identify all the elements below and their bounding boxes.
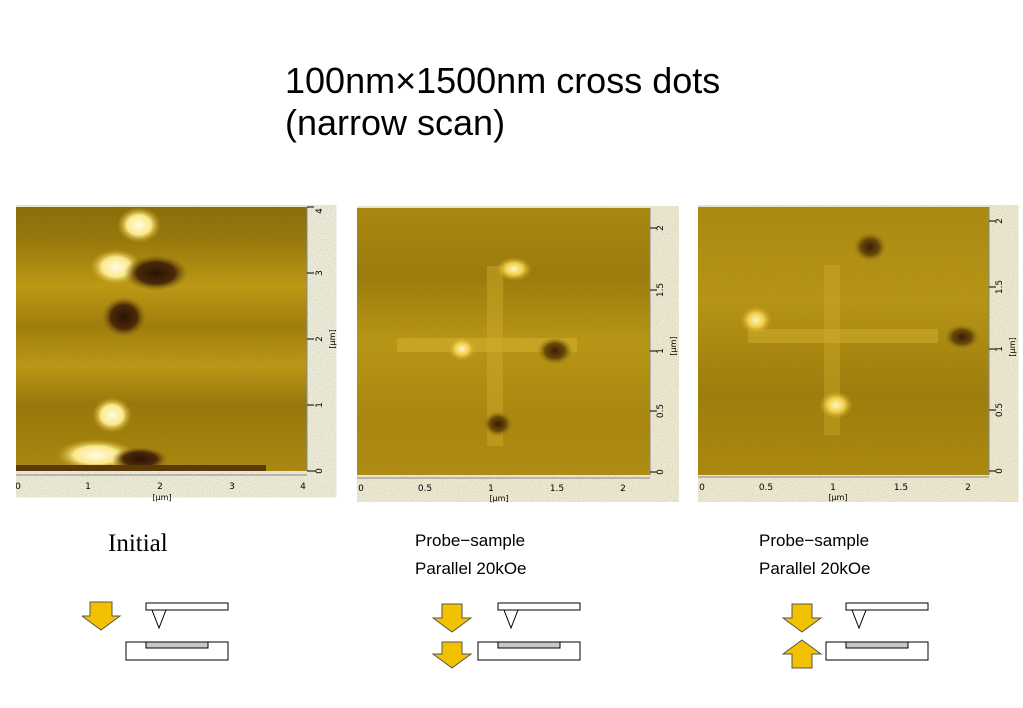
x-tick: 0.5: [418, 484, 432, 494]
slide-title: 100nm×1500nm cross dots (narrow scan): [285, 60, 720, 144]
schematic-parallel-2: [781, 598, 932, 675]
x-tick: 2: [965, 483, 971, 493]
afm-image-parallel-2: 0 0.5 1 1.5 2 [μm] 0 0.5 1 1.5 2 [μm]: [698, 207, 1017, 502]
afm-image-initial: 0 1 2 3 4 [μm] 0 1 2 3 4 [μm]: [16, 206, 337, 502]
probe-cantilever: [145, 602, 229, 611]
x-tick: 4: [300, 482, 306, 492]
y-tick: 0.5: [995, 403, 1005, 417]
x-tick: 0: [16, 482, 21, 492]
arrow-down-icon: [781, 603, 823, 633]
probe-cantilever: [845, 602, 929, 611]
y-tick: 0.5: [656, 404, 666, 418]
caption-line: Probe−sample: [759, 531, 870, 550]
y-tick: 1: [995, 346, 1005, 352]
x-axis-unit: [μm]: [152, 493, 171, 502]
sample-film: [497, 641, 561, 649]
probe-cantilever: [497, 602, 581, 611]
caption-line: Probe−sample: [415, 531, 526, 550]
arrow-down-icon: [80, 601, 122, 631]
afm-panel-parallel-1: 0 0.5 1 1.5 2 [μm] 0 0.5 1 1.5 2 [μm]: [357, 206, 679, 506]
x-axis-unit: [μm]: [489, 494, 508, 503]
caption-parallel-1: Probe−sample Parallel 20kOe: [415, 527, 527, 583]
y-tick: 2: [995, 218, 1005, 224]
y-tick: 2: [656, 225, 666, 231]
y-tick: 4: [315, 208, 325, 214]
y-axis-unit: [μm]: [669, 336, 678, 355]
y-tick: 0: [995, 468, 1005, 474]
title-line-1: 100nm×1500nm cross dots: [285, 60, 721, 101]
x-axis-unit: [μm]: [828, 493, 847, 502]
caption-line: Initial: [108, 530, 168, 557]
y-tick: 1.5: [995, 280, 1005, 294]
caption-parallel-2: Probe−sample Parallel 20kOe: [759, 527, 871, 583]
x-tick: 1: [85, 482, 91, 492]
x-tick: 1: [488, 484, 494, 494]
y-axis-unit: [μm]: [328, 329, 337, 348]
caption-line: Parallel 20kOe: [759, 559, 871, 578]
schematic-initial: [80, 598, 232, 669]
y-tick: 1.5: [656, 283, 666, 297]
schematic-parallel-1: [431, 598, 582, 675]
caption-initial: Initial: [108, 530, 168, 558]
x-tick: 0: [358, 484, 364, 494]
afm-image-parallel-1: 0 0.5 1 1.5 2 [μm] 0 0.5 1 1.5 2 [μm]: [357, 208, 678, 503]
caption-line: Parallel 20kOe: [415, 559, 527, 578]
y-tick: 1: [315, 402, 325, 408]
y-tick: 3: [315, 270, 325, 276]
y-tick: 1: [656, 348, 666, 354]
probe-tip-icon: [151, 609, 167, 630]
probe-tip-icon: [503, 609, 519, 630]
arrow-up-icon: [781, 639, 823, 669]
x-tick: 1: [830, 483, 836, 493]
x-tick: 2: [620, 484, 626, 494]
probe-tip-icon: [851, 609, 867, 630]
y-tick: 0: [656, 469, 666, 475]
y-axis-unit: [μm]: [1008, 337, 1017, 356]
x-tick: 1.5: [894, 483, 908, 493]
x-tick: 2: [157, 482, 163, 492]
title-line-2: (narrow scan): [285, 102, 506, 143]
afm-panel-initial: 0 1 2 3 4 [μm] 0 1 2 3 4 [μm]: [16, 205, 338, 505]
x-tick: 0: [699, 483, 705, 493]
x-tick: 0.5: [759, 483, 773, 493]
y-tick: 2: [315, 336, 325, 342]
arrow-down-icon: [431, 641, 473, 669]
y-tick: 0: [315, 468, 325, 474]
arrow-down-icon: [431, 603, 473, 633]
x-tick: 3: [229, 482, 235, 492]
sample-film: [845, 641, 909, 649]
x-tick: 1.5: [550, 484, 564, 494]
sample-film: [145, 641, 209, 649]
afm-panel-parallel-2: 0 0.5 1 1.5 2 [μm] 0 0.5 1 1.5 2 [μm]: [698, 205, 1020, 505]
